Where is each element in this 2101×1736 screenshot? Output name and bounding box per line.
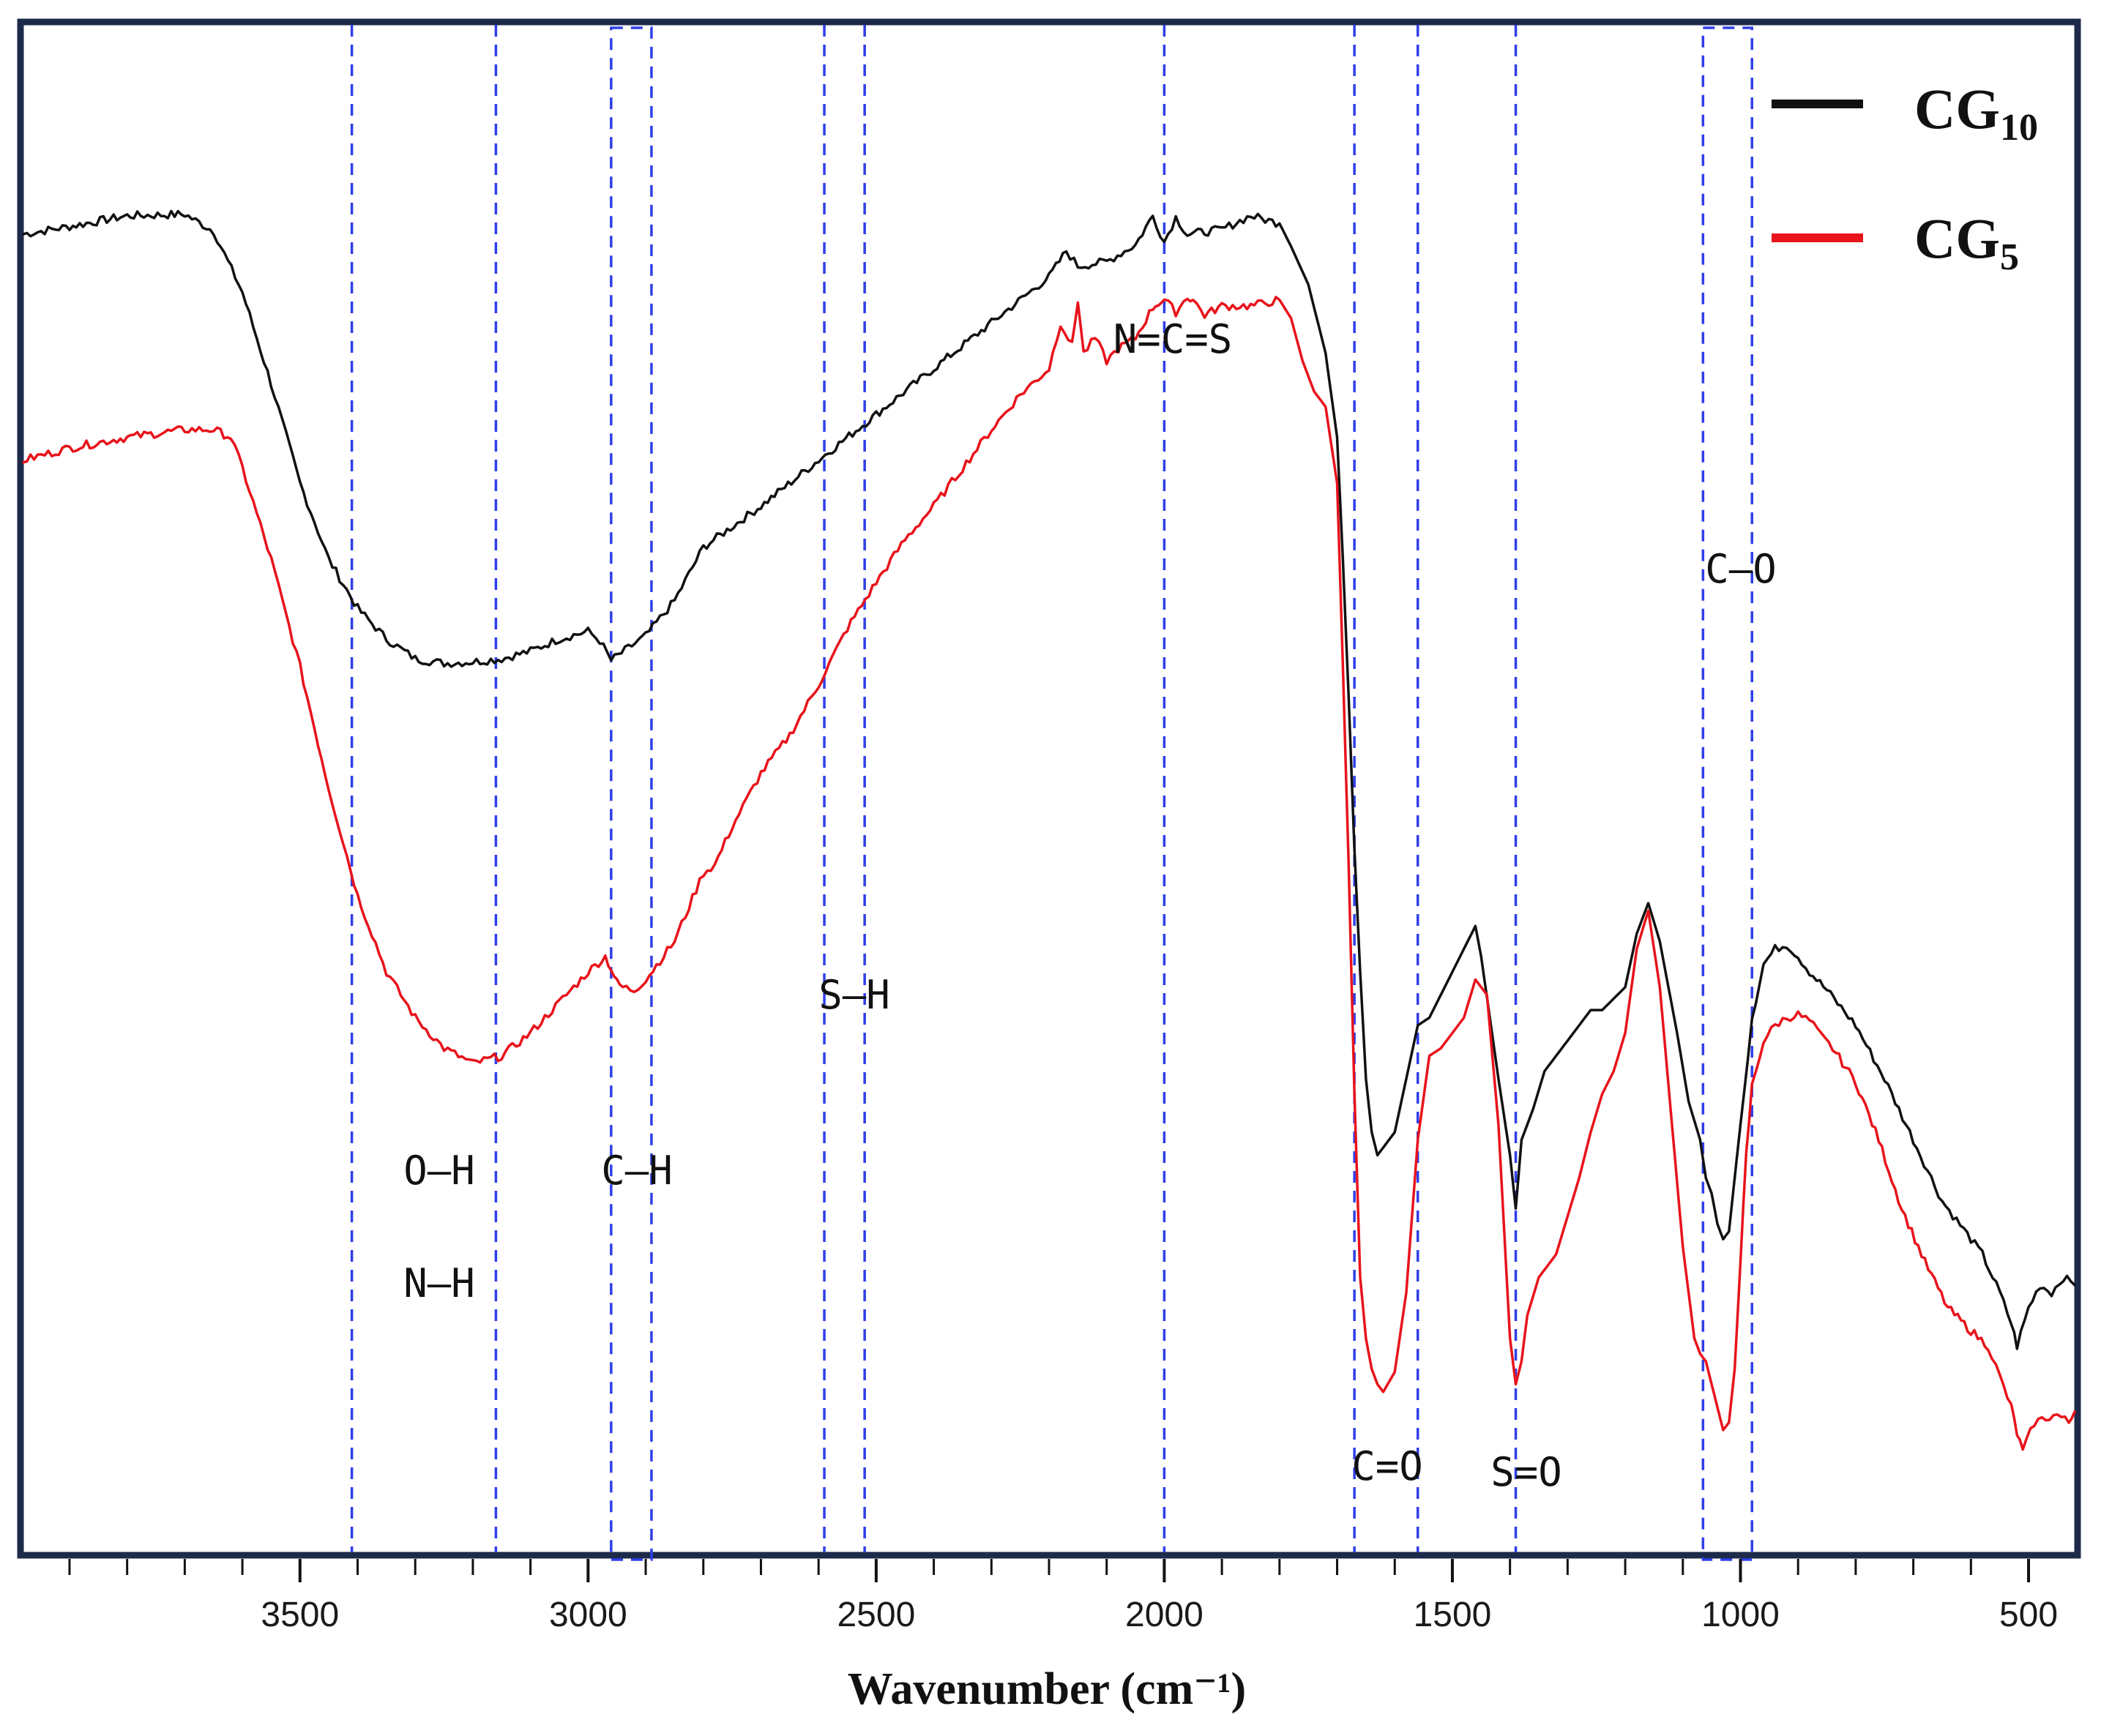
x-axis-title: Wavenumber (cm⁻¹) [848, 1664, 1246, 1714]
legend-label-cg5: CG5 [1914, 206, 2019, 278]
label-c-h: C–H [601, 1148, 673, 1194]
spectra-traces [22, 209, 2076, 1451]
legend-label-cg5-name: CG [1914, 206, 2000, 270]
x-tick-label-2000: 2000 [1125, 1595, 1203, 1634]
legend-label-cg10-name: CG [1914, 77, 2000, 141]
trace-cg10 [22, 209, 2076, 1350]
band-labels: O–H N–H C–H S–H N=C=S C=O S=O C–O [403, 316, 1777, 1495]
trace-cg5 [22, 296, 2076, 1451]
label-c-o-single: C–O [1705, 546, 1777, 592]
x-tick-label-3000: 3000 [549, 1595, 627, 1634]
label-c-o-double: C=O [1351, 1443, 1423, 1489]
label-s-h: S–H [818, 972, 890, 1018]
label-n-c-s: N=C=S [1113, 316, 1233, 362]
legend-label-cg5-subscript: 5 [2000, 236, 2019, 278]
guide-box-1 [610, 26, 653, 1561]
legend-label-cg10-subscript: 10 [2000, 107, 2038, 149]
label-o-h: O–H [403, 1148, 475, 1194]
legend: CG10 CG5 [1772, 77, 2038, 278]
x-tick-label-500: 500 [1999, 1595, 2058, 1634]
x-tick-label-2500: 2500 [837, 1595, 915, 1634]
band-guides [350, 25, 1753, 1561]
x-tick-label-1000: 1000 [1701, 1595, 1780, 1634]
x-tick-label-1500: 1500 [1414, 1595, 1492, 1634]
legend-label-cg10: CG10 [1914, 77, 2038, 149]
x-tick-label-3500: 3500 [261, 1595, 339, 1634]
label-s-o: S=O [1490, 1449, 1562, 1495]
plot-frame [17, 18, 2081, 1559]
label-n-h: N–H [403, 1260, 475, 1306]
guide-box-6 [1701, 26, 1753, 1561]
x-axis: 3500 3000 2500 2000 1500 1000 500 [68, 1559, 2058, 1634]
